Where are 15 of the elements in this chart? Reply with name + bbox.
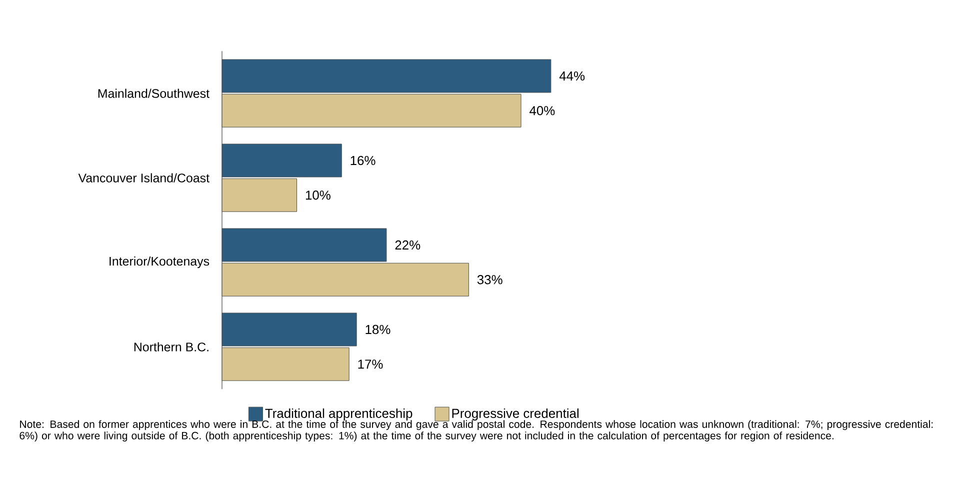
- data-label: 44%: [559, 71, 585, 81]
- data-label: 17%: [358, 360, 383, 369]
- data-label: 40%: [530, 106, 555, 116]
- text: Note: Based on former apprentices who were in B.C. at the time of the survey and gave a valid postal code. Respondents whose location was unknown (traditional: 7%; progressive credential: 6%) or who were living outside of B.C. (both apprenticeship types: 1%) at the time of the survey were not included in the calculation of percentages for region of residence.: [20, 420, 933, 442]
- data-label: 33%: [477, 275, 502, 284]
- y-tick-label: Northern B.C.: [134, 342, 208, 352]
- legend-label: Progressive credential: [452, 408, 578, 421]
- y-tick-label: Mainland/Southwest: [98, 88, 210, 98]
- data-label: 18%: [366, 324, 390, 334]
- y-tick-label: Interior/Kootenays: [110, 256, 210, 268]
- y-tick-label: Vancouver Island/Coast: [78, 173, 210, 182]
- data-label: 16%: [350, 156, 376, 166]
- legend-label: Traditional apprenticeship: [265, 408, 412, 421]
- data-label: 22%: [395, 240, 420, 250]
- data-label: 10%: [306, 190, 330, 200]
